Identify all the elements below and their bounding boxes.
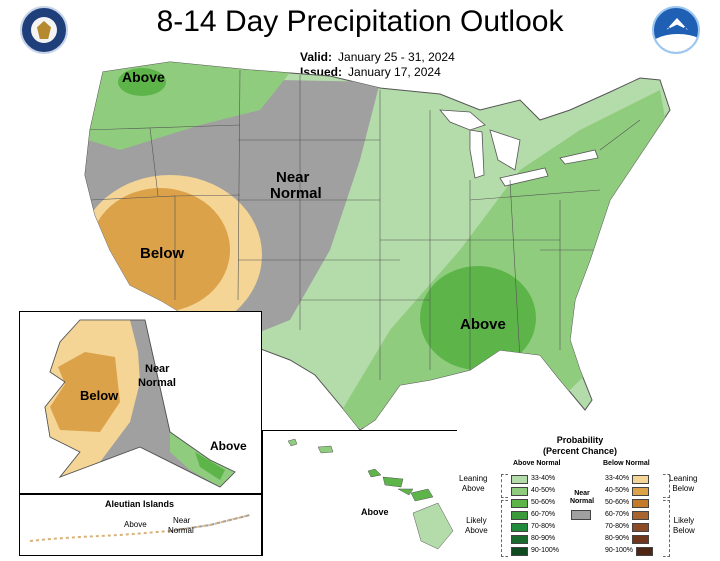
label-aleutian-near-2: Normal (168, 526, 194, 535)
label-below-sw: Below (140, 245, 185, 262)
legend-above-33-40: 33-40% (511, 474, 555, 484)
label-aleutian-above: Above (124, 520, 147, 529)
legend-below-70-80: 70-80% (605, 522, 650, 532)
legend-title: Probability (Percent Chance) (542, 435, 618, 456)
legend-above-90-100: 90-100% (511, 546, 559, 556)
legend-above-80-90: 80-90% (511, 534, 555, 544)
legend-below-90-100: 90-100% (605, 546, 654, 556)
legend-brace-leaning-below (663, 474, 670, 498)
label-above-nw: Above (122, 69, 165, 85)
label-ak-below: Below (80, 388, 119, 403)
se-above-core (420, 266, 536, 370)
label-near-normal-1: Near (276, 169, 310, 186)
map-title: 8-14 Day Precipitation Outlook (156, 5, 564, 38)
legend-below-50-60: 50-60% (605, 498, 650, 508)
aleutian-inset: Aleutian Islands Above Near Normal (19, 494, 262, 556)
label-ak-near-1: Near (145, 363, 170, 375)
legend-above-40-50: 40-50% (511, 486, 555, 496)
legend-brace-likely-below (663, 500, 670, 557)
legend-above-50-60: 50-60% (511, 498, 555, 508)
legend-brace-likely-above (501, 500, 508, 557)
label-near-normal-2: Normal (270, 185, 322, 202)
label-above-se: Above (460, 316, 506, 333)
legend-below-33-40: 33-40% (605, 474, 650, 484)
legend-above-70-80: 70-80% (511, 522, 555, 532)
legend-near-normal-swatch (571, 510, 591, 520)
hawaii-inset: Above (262, 430, 457, 556)
legend-likely-above: Likely Above (465, 516, 488, 535)
label-ak-above: Above (210, 439, 247, 453)
probability-legend: Probability (Percent Chance) Above Norma… (455, 430, 717, 557)
noaa-logo: NOAA (652, 6, 700, 54)
aleutian-title: Aleutian Islands (105, 499, 174, 509)
legend-near-normal-label: Near Normal (569, 490, 595, 505)
nw-above-core (118, 68, 166, 96)
legend-likely-below: Likely Below (673, 516, 695, 535)
great-lakes (439, 109, 599, 187)
legend-leaning-below: Leaning Below (669, 474, 698, 493)
label-hawaii-above: Above (361, 507, 389, 517)
legend-below-80-90: 80-90% (605, 534, 650, 544)
valid-dates: Valid: January 25 - 31, 2024 (300, 50, 455, 64)
legend-below-header: Below Normal (603, 460, 650, 467)
state-lines (85, 69, 641, 380)
legend-leaning-above: Leaning Above (459, 474, 488, 493)
legend-above-header: Above Normal (513, 460, 561, 467)
alaska-inset: Below Near Normal Above (19, 311, 262, 494)
legend-below-40-50: 40-50% (605, 486, 650, 496)
label-aleutian-near-1: Near (173, 516, 191, 525)
legend-above-60-70: 60-70% (511, 510, 555, 520)
label-ak-near-2: Normal (138, 377, 176, 389)
legend-brace-leaning-above (501, 474, 508, 498)
commerce-seal-logo (20, 6, 68, 54)
legend-below-60-70: 60-70% (605, 510, 650, 520)
